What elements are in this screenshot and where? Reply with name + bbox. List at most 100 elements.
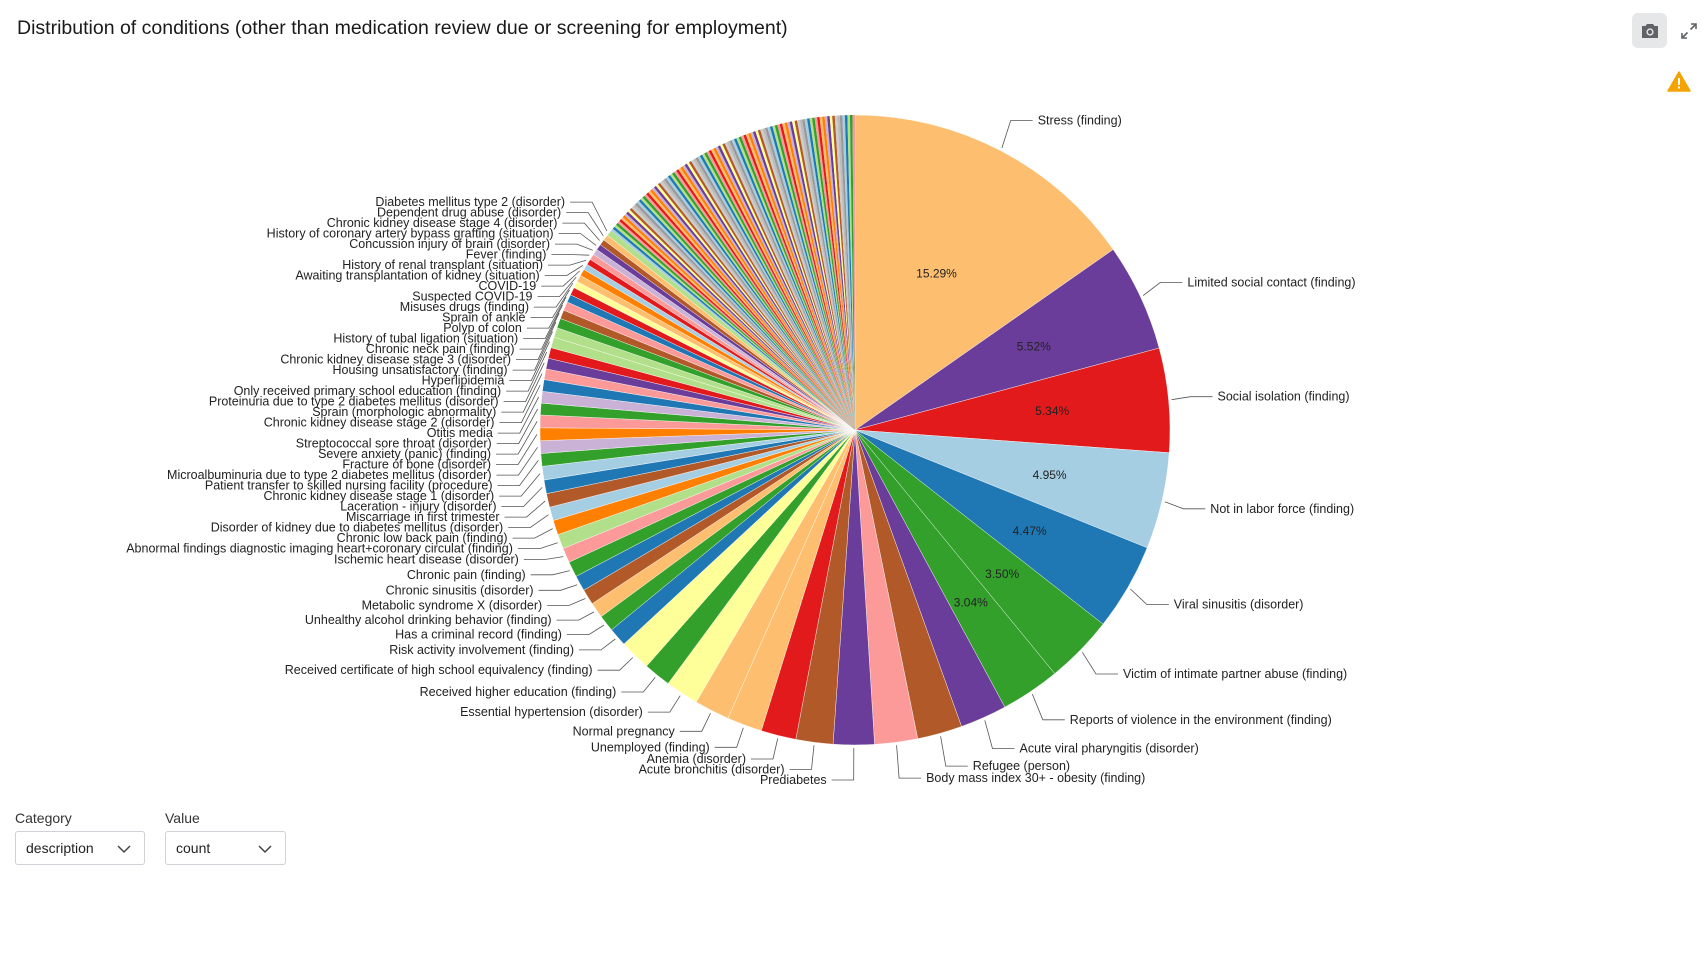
pie-slice-minor[interactable] [659,181,855,430]
pie-slice-minor[interactable] [834,115,855,431]
pie-slice-minor[interactable] [757,129,855,430]
pie-slice-minor[interactable] [802,119,855,430]
pie-slice-minor[interactable] [717,145,855,431]
pie-slice-minor[interactable] [702,153,855,430]
pie-slice-minor[interactable] [797,119,855,431]
pie-slice-minor[interactable] [693,158,855,430]
pie-slice-minor[interactable] [684,163,855,430]
pie-slice-minor[interactable] [852,115,855,430]
pie-slice-minor[interactable] [844,115,855,430]
pie-slice-minor[interactable] [657,182,855,430]
pie-slice-minor[interactable] [708,149,855,430]
value-select[interactable]: count [165,831,286,865]
pie-slice-minor[interactable] [842,115,855,430]
pie-slice-minor[interactable] [678,167,855,430]
pie-slice-minor[interactable] [762,128,855,430]
pie-slice-minor[interactable] [682,165,855,431]
pie-slice-minor[interactable] [713,147,855,430]
pie-slice-minor[interactable] [814,117,855,430]
pie-slice-minor[interactable] [809,117,855,430]
pie-slice-minor[interactable] [663,178,855,430]
pie-slice-minor[interactable] [782,122,855,431]
pie-slice-minor[interactable] [752,131,855,430]
pie-slice-minor[interactable] [652,187,855,430]
pie-slice-minor[interactable] [755,130,855,430]
pie-slice-minor[interactable] [704,152,855,430]
pie-slice-minor[interactable] [638,199,855,430]
pie-slice-minor[interactable] [688,161,855,430]
pie-slice-minor[interactable] [661,179,855,430]
pie-slice-minor[interactable] [715,146,855,430]
pie-slice-minor[interactable] [726,141,855,430]
pie-slice-minor[interactable] [731,139,855,430]
pie-slice-minor[interactable] [626,211,855,430]
pie-slice-minor[interactable] [829,115,855,430]
category-select[interactable]: description [15,831,145,865]
pie-slice-minor[interactable] [611,228,855,430]
pie-slice-minor[interactable] [640,197,855,430]
pie-slice-minor[interactable] [672,172,855,431]
pie-slice-minor[interactable] [792,120,855,431]
pie-slice-minor[interactable] [769,126,855,430]
pie-slice-minor[interactable] [710,148,855,430]
pie-slice-minor[interactable] [695,157,855,430]
pie-slice-minor[interactable] [665,176,855,430]
pie-slice-minor[interactable] [824,116,855,430]
pie-slice-minor[interactable] [819,116,855,430]
pie-slice-minor[interactable] [767,126,855,430]
pie-slice-minor[interactable] [622,215,855,430]
pie-slice-minor[interactable] [822,116,855,430]
pie-slice-minor[interactable] [817,117,855,430]
pie-slice-minor[interactable] [635,202,855,430]
pie-slice-minor[interactable] [642,195,856,430]
pie-slice-minor[interactable] [745,133,855,430]
pie-slice-minor[interactable] [653,185,855,430]
pie-slice-minor[interactable] [799,119,855,431]
pie-slice-minor[interactable] [697,155,855,430]
pie-slice-minor[interactable] [627,209,855,430]
pie-slice-minor[interactable] [669,173,855,430]
pie-slice-minor[interactable] [636,200,855,430]
pie-slice-minor[interactable] [612,226,855,430]
pie-slice-minor[interactable] [807,118,855,431]
pie-slice-minor[interactable] [784,122,855,430]
pie-slice-minor[interactable] [827,116,855,431]
pie-slice-minor[interactable] [765,127,855,430]
pie-slice-minor[interactable] [849,115,855,430]
pie-slice-minor[interactable] [812,117,855,431]
pie-slice-minor[interactable] [691,159,855,430]
pie-slice-minor[interactable] [743,134,855,431]
pie-slice-minor[interactable] [631,206,855,430]
pie-slice-minor[interactable] [667,175,855,430]
pie-slice-minor[interactable] [676,169,855,431]
pie-slice-minor[interactable] [729,140,855,430]
pie-slice-minor[interactable] [644,194,855,430]
pie-slice-minor[interactable] [633,204,855,430]
pie-slice[interactable] [607,230,856,431]
pie-slice-minor[interactable] [680,166,855,431]
pie-slice-minor[interactable] [839,115,855,430]
pie-slice-minor[interactable] [750,131,855,431]
pie-slice-minor[interactable] [686,162,855,430]
pie-slice-minor[interactable] [699,154,855,430]
pie-slice-minor[interactable] [787,121,855,431]
pie-slice-minor[interactable] [794,120,855,430]
warning-icon[interactable] [1667,70,1691,94]
pie-slice-minor[interactable] [722,143,855,430]
pie-slice-minor[interactable] [624,213,855,430]
pie-slice-minor[interactable] [648,190,855,430]
pie-slice-minor[interactable] [629,208,855,430]
pie-slice-minor[interactable] [706,151,855,430]
pie-slice-minor[interactable] [748,132,855,430]
pie-slice-minor[interactable] [738,136,855,430]
pie-slice-minor[interactable] [646,192,855,430]
pie-slice-minor[interactable] [650,189,855,430]
pie-slice-minor[interactable] [777,124,855,430]
pie-slice-minor[interactable] [789,121,855,430]
fullscreen-button[interactable] [1671,13,1702,48]
pie-slice-minor[interactable] [779,123,855,430]
pie-slice[interactable] [854,114,1114,431]
download-image-button[interactable] [1632,13,1667,48]
pie-slice-minor[interactable] [617,220,855,430]
pie-slice-minor[interactable] [619,219,855,430]
